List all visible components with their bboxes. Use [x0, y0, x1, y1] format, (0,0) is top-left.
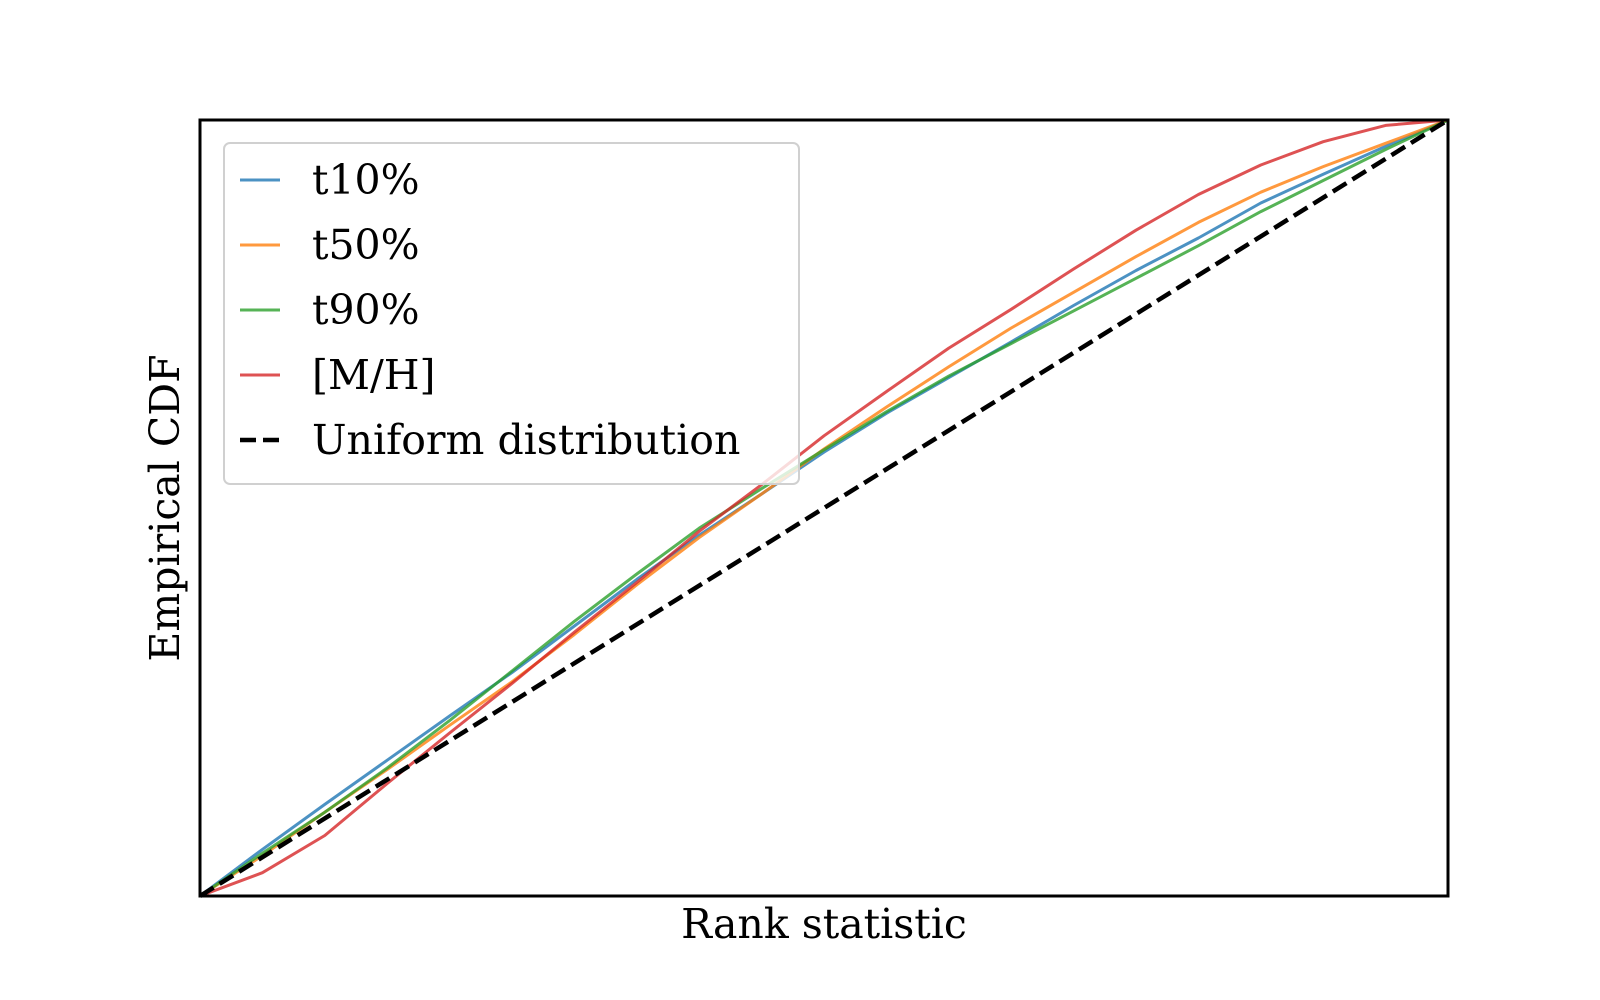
series-layer	[198, 118, 1450, 898]
x-axis-label: Rank statistic	[681, 900, 967, 948]
legend-box	[223, 142, 800, 485]
legend-label-1: t50%	[312, 221, 420, 269]
plot-area	[198, 118, 1450, 898]
legend: t10% t50% t90% [M/H] Uniform distribution	[223, 142, 800, 485]
series-line-0	[199, 118, 1449, 898]
series-line-2	[199, 118, 1449, 898]
y-axis-label: Empirical CDF	[141, 354, 189, 661]
legend-label-4: Uniform distribution	[312, 416, 740, 464]
legend-label-0: t10%	[312, 156, 420, 204]
legend-label-2: t90%	[312, 286, 420, 334]
axes-frame	[198, 118, 1450, 898]
legend-entries: t10% t50% t90% [M/H] Uniform distribution	[240, 156, 740, 464]
series-line-4	[198, 118, 1450, 898]
legend-label-3: [M/H]	[312, 351, 436, 399]
